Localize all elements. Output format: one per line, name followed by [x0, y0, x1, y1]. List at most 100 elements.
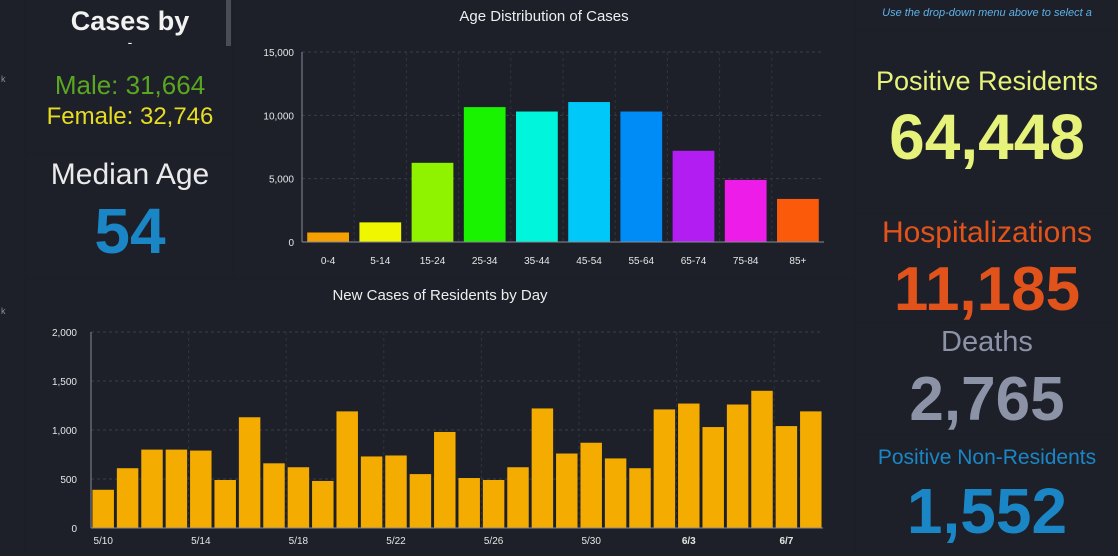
daily-cases-panel: New Cases of Residents by Day 0 500 1,000 1… [26, 280, 854, 556]
daily-bar-7 [238, 417, 261, 528]
age-x-tick-label: 55-64 [629, 256, 655, 267]
daily-bar-30 [800, 411, 822, 528]
positive-residents-panel: Positive Residents 64,448 [856, 32, 1118, 212]
daily-bar-8 [263, 463, 285, 528]
daily-chart-axes: 0 500 1,000 1,500 2,000 5/10 5/14 5/18 5/22 5/26 5… [52, 328, 823, 547]
non-residents-value: 1,552 [906, 475, 1068, 547]
positive-residents-value: 64,448 [889, 101, 1085, 173]
age-x-tick-label: 85+ [789, 256, 806, 267]
non-residents-label: Positive Non-Residents [877, 446, 1097, 469]
daily-bar-20 [556, 453, 578, 528]
age-bar-45-54 [568, 102, 610, 243]
age-x-tick-label: 5-14 [370, 256, 390, 267]
dropdown-hint: Use the drop-down menu above to select a [882, 7, 1092, 19]
daily-x-tick-label: 5/18 [289, 536, 309, 547]
hospitalizations-value: 11,185 [893, 255, 1081, 322]
left-edge-panel: k k [0, 0, 24, 556]
age-chart-grid [302, 51, 824, 242]
cases-by-subtitle: - [127, 34, 133, 50]
male-count: Male: 31,664 [54, 70, 206, 100]
age-chart-title: Age Distribution of Cases [459, 8, 629, 25]
age-bar-0-4 [307, 232, 349, 242]
age-chart-axes: 0 5,000 10,000 15,000 0-4 5-14 15-24 25-34 35-44… [263, 48, 824, 267]
age-bar-5-14 [359, 222, 402, 242]
age-bar-65-74 [672, 150, 715, 242]
daily-y-tick-label: 0 [71, 524, 77, 535]
daily-bar-23 [629, 468, 651, 528]
daily-x-tick-label: 5/14 [191, 536, 211, 547]
age-y-tick-label: 5,000 [269, 175, 294, 186]
positive-residents-label: Positive Residents [875, 66, 1099, 96]
daily-bar-4 [165, 449, 188, 528]
daily-y-tick-label: 500 [60, 475, 77, 486]
daily-bar-29 [775, 426, 798, 528]
age-x-tick-label: 15-24 [420, 256, 446, 267]
age-y-tick-label: 0 [288, 238, 294, 249]
scrollbar[interactable] [226, 0, 231, 46]
age-x-tick-label: 45-54 [576, 256, 602, 267]
daily-y-tick-label: 2,000 [52, 328, 77, 339]
median-age-panel: Median Age 54 [26, 154, 232, 278]
age-distribution-panel: Age Distribution of Cases 0 5,000 10,000 15… [234, 0, 854, 278]
daily-bar-18 [507, 467, 529, 528]
female-count: Female: 32,746 [46, 103, 214, 130]
age-y-tick-label: 10,000 [263, 111, 294, 122]
daily-bar-25 [678, 403, 700, 528]
daily-bar-27 [726, 404, 749, 528]
daily-y-tick-label: 1,500 [52, 377, 77, 388]
daily-bar-26 [702, 427, 724, 528]
left-edge-mark-bottom: k [1, 306, 6, 316]
deaths-value: 2,765 [909, 365, 1065, 434]
age-chart-bars [307, 102, 819, 243]
daily-bar-10 [312, 480, 334, 528]
daily-chart-bars [92, 390, 822, 528]
daily-bar-15 [434, 431, 456, 528]
median-age-label: Median Age [50, 158, 210, 191]
cases-by-sex-panel: Cases by - Male: 31,664 Female: 32,746 [26, 0, 232, 152]
daily-bar-22 [604, 458, 627, 528]
daily-bar-24 [653, 409, 676, 528]
age-x-tick-label: 25-34 [472, 256, 498, 267]
non-residents-panel: Positive Non-Residents 1,552 [856, 436, 1118, 556]
daily-bar-17 [482, 479, 505, 528]
age-bar-15-24 [411, 162, 454, 242]
age-y-tick-label: 15,000 [263, 48, 294, 59]
age-bar-35-44 [516, 111, 558, 243]
age-x-tick-label: 75-84 [733, 256, 759, 267]
age-x-tick-label: 0-4 [321, 256, 336, 267]
age-bar-25-34 [463, 107, 506, 242]
daily-bar-3 [141, 449, 163, 528]
daily-chart-title: New Cases of Residents by Day [332, 287, 548, 304]
left-edge-mark-top: k [1, 74, 6, 84]
daily-x-tick-label: 5/30 [581, 536, 601, 547]
daily-bar-9 [287, 467, 310, 528]
hospitalizations-panel: Hospitalizations 11,185 [856, 214, 1118, 322]
daily-bar-6 [214, 479, 236, 528]
age-bar-55-64 [620, 111, 663, 243]
age-x-tick-label: 35-44 [524, 256, 550, 267]
deaths-label: Deaths [941, 326, 1033, 358]
age-chart: 0 5,000 10,000 15,000 0-4 5-14 15-24 25-34 35-44… [263, 48, 824, 267]
daily-bar-5 [190, 450, 212, 528]
daily-bar-21 [580, 442, 602, 528]
median-age-value: 54 [94, 195, 166, 267]
age-x-tick-label: 65-74 [681, 256, 707, 267]
hint-panel: Use the drop-down menu above to select a [856, 0, 1118, 30]
age-bar-85+ [777, 198, 819, 242]
hospitalizations-label: Hospitalizations [881, 216, 1093, 249]
daily-bar-16 [458, 478, 480, 528]
daily-x-tick-label: 5/26 [484, 536, 504, 547]
daily-bar-11 [336, 411, 358, 528]
daily-x-tick-label: 6/3 [682, 536, 696, 547]
cases-by-title: Cases by [70, 6, 190, 36]
deaths-panel: Deaths 2,765 [856, 324, 1118, 434]
daily-bar-2 [116, 468, 139, 528]
daily-x-tick-label: 5/10 [93, 536, 113, 547]
daily-bar-1 [92, 489, 114, 528]
age-bar-75-84 [724, 179, 767, 242]
daily-y-tick-label: 1,000 [52, 426, 77, 437]
daily-bar-13 [385, 455, 407, 528]
daily-bar-14 [409, 474, 432, 528]
daily-x-tick-label: 6/7 [779, 536, 793, 547]
daily-chart-grid [91, 331, 823, 528]
